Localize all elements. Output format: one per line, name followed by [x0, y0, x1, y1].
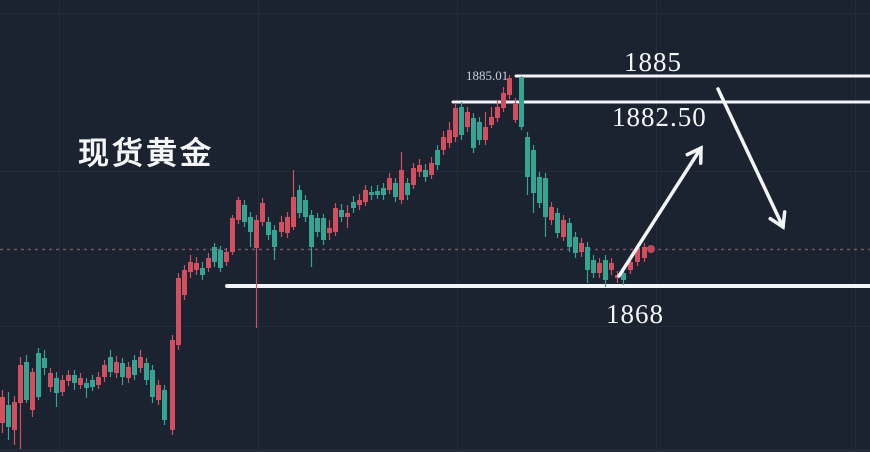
- resistance-label-1885: 1885: [624, 47, 682, 77]
- high-price-tag: 1885.01: [466, 68, 509, 83]
- support-label-1868: 1868: [606, 299, 664, 329]
- instrument-title: 现货黄金: [78, 136, 214, 171]
- current-price-marker: [647, 245, 655, 253]
- bottom-edge-strip: [0, 449, 870, 452]
- up-trend-arrow[interactable]: [617, 145, 703, 278]
- resistance-label-1882-50: 1882.50: [612, 102, 707, 132]
- price-level-lines: [225, 74, 870, 288]
- down-trend-arrow[interactable]: [716, 87, 787, 231]
